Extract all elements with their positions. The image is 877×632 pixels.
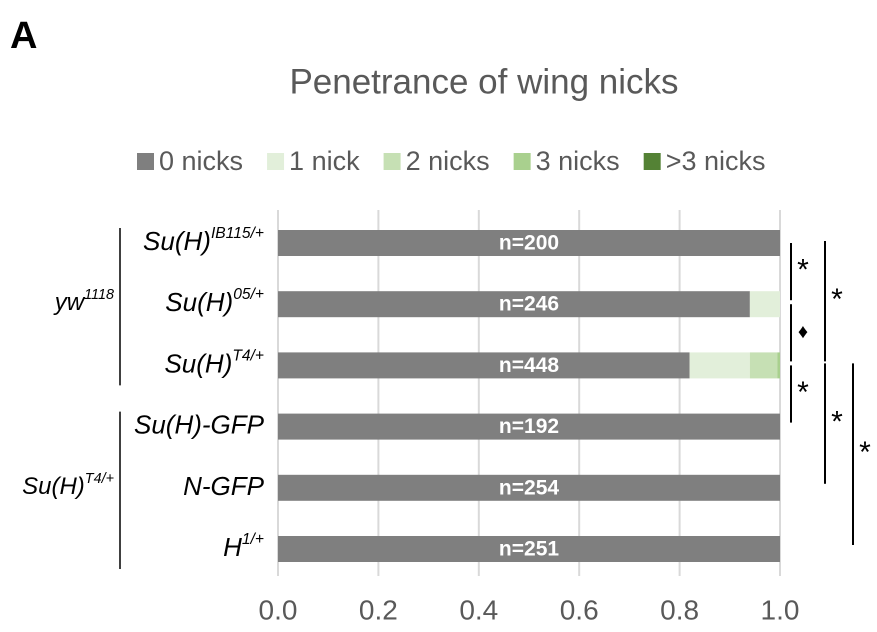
x-tick-label: 0.4 — [459, 594, 498, 625]
legend-swatch — [267, 153, 285, 170]
group-label-sup: T4/+ — [85, 471, 114, 487]
category-label: H1/+ — [223, 531, 264, 562]
bar-segment — [278, 230, 780, 256]
bar-label: n=192 — [499, 415, 559, 438]
legend-label: 0 nicks — [159, 146, 243, 176]
legend-label: 1 nick — [289, 146, 360, 176]
x-tick-label: 0.0 — [259, 594, 298, 625]
category-label: Su(H)-GFP — [134, 409, 265, 439]
category-label-main: Su(H)-GFP — [134, 409, 265, 439]
bar-label: n=200 — [499, 232, 559, 255]
panel-label: A — [10, 15, 37, 57]
group-label-main: yw — [53, 290, 86, 317]
bar-segment — [278, 474, 780, 501]
legend-label: 2 nicks — [406, 146, 490, 176]
legend-swatch — [513, 153, 531, 170]
category-label-main: N-GFP — [183, 471, 265, 501]
bar-segment — [278, 536, 780, 562]
category-label-sup: IB115/+ — [211, 225, 264, 242]
x-tick-label: 0.6 — [560, 594, 599, 625]
significance-label: * — [831, 283, 843, 316]
bar-segment — [278, 352, 690, 379]
significance-label: * — [859, 436, 871, 469]
category-label-sup: 1/+ — [242, 531, 264, 548]
x-tick-label: 1.0 — [761, 594, 800, 625]
legend-swatch — [383, 153, 401, 170]
legend-label: >3 nicks — [666, 146, 766, 176]
legend-swatch — [137, 153, 154, 170]
group-label-main: Su(H) — [22, 473, 85, 500]
category-label-main: Su(H) — [143, 226, 211, 256]
category-label-sup: T4/+ — [232, 348, 264, 365]
bar-segment — [749, 291, 780, 318]
legend-swatch — [643, 153, 661, 170]
bar-segment — [278, 291, 750, 318]
bar-label: n=251 — [499, 538, 559, 561]
category-label-sup: 05/+ — [233, 286, 264, 303]
group-label: yw1118 — [53, 287, 114, 317]
category-label-main: Su(H) — [164, 348, 232, 378]
bar-segment — [777, 352, 780, 379]
chart-title: Penetrance of wing nicks — [289, 62, 678, 101]
category-label-main: Su(H) — [165, 287, 233, 317]
x-tick-label: 0.8 — [660, 594, 699, 625]
significance-label: * — [797, 254, 809, 287]
bar-label: n=448 — [499, 354, 559, 377]
bar-segment — [689, 352, 750, 379]
group-label-sup: 1118 — [84, 287, 114, 303]
legend-label: 3 nicks — [536, 146, 620, 176]
group-label: Su(H)T4/+ — [22, 471, 114, 501]
category-label: Su(H)IB115/+ — [143, 225, 264, 256]
bar-label: n=254 — [499, 476, 559, 499]
significance-label: * — [831, 406, 843, 439]
significance-label: ♦ — [798, 321, 808, 343]
category-label: Su(H)05/+ — [165, 286, 264, 317]
bar-segment — [749, 352, 778, 379]
category-label-main: H — [223, 532, 242, 562]
category-label: N-GFP — [183, 471, 265, 501]
bar-segment — [278, 413, 780, 440]
x-tick-label: 0.2 — [359, 594, 398, 625]
bar-label: n=246 — [499, 293, 559, 316]
category-label: Su(H)T4/+ — [164, 348, 264, 379]
significance-label: * — [797, 376, 809, 409]
